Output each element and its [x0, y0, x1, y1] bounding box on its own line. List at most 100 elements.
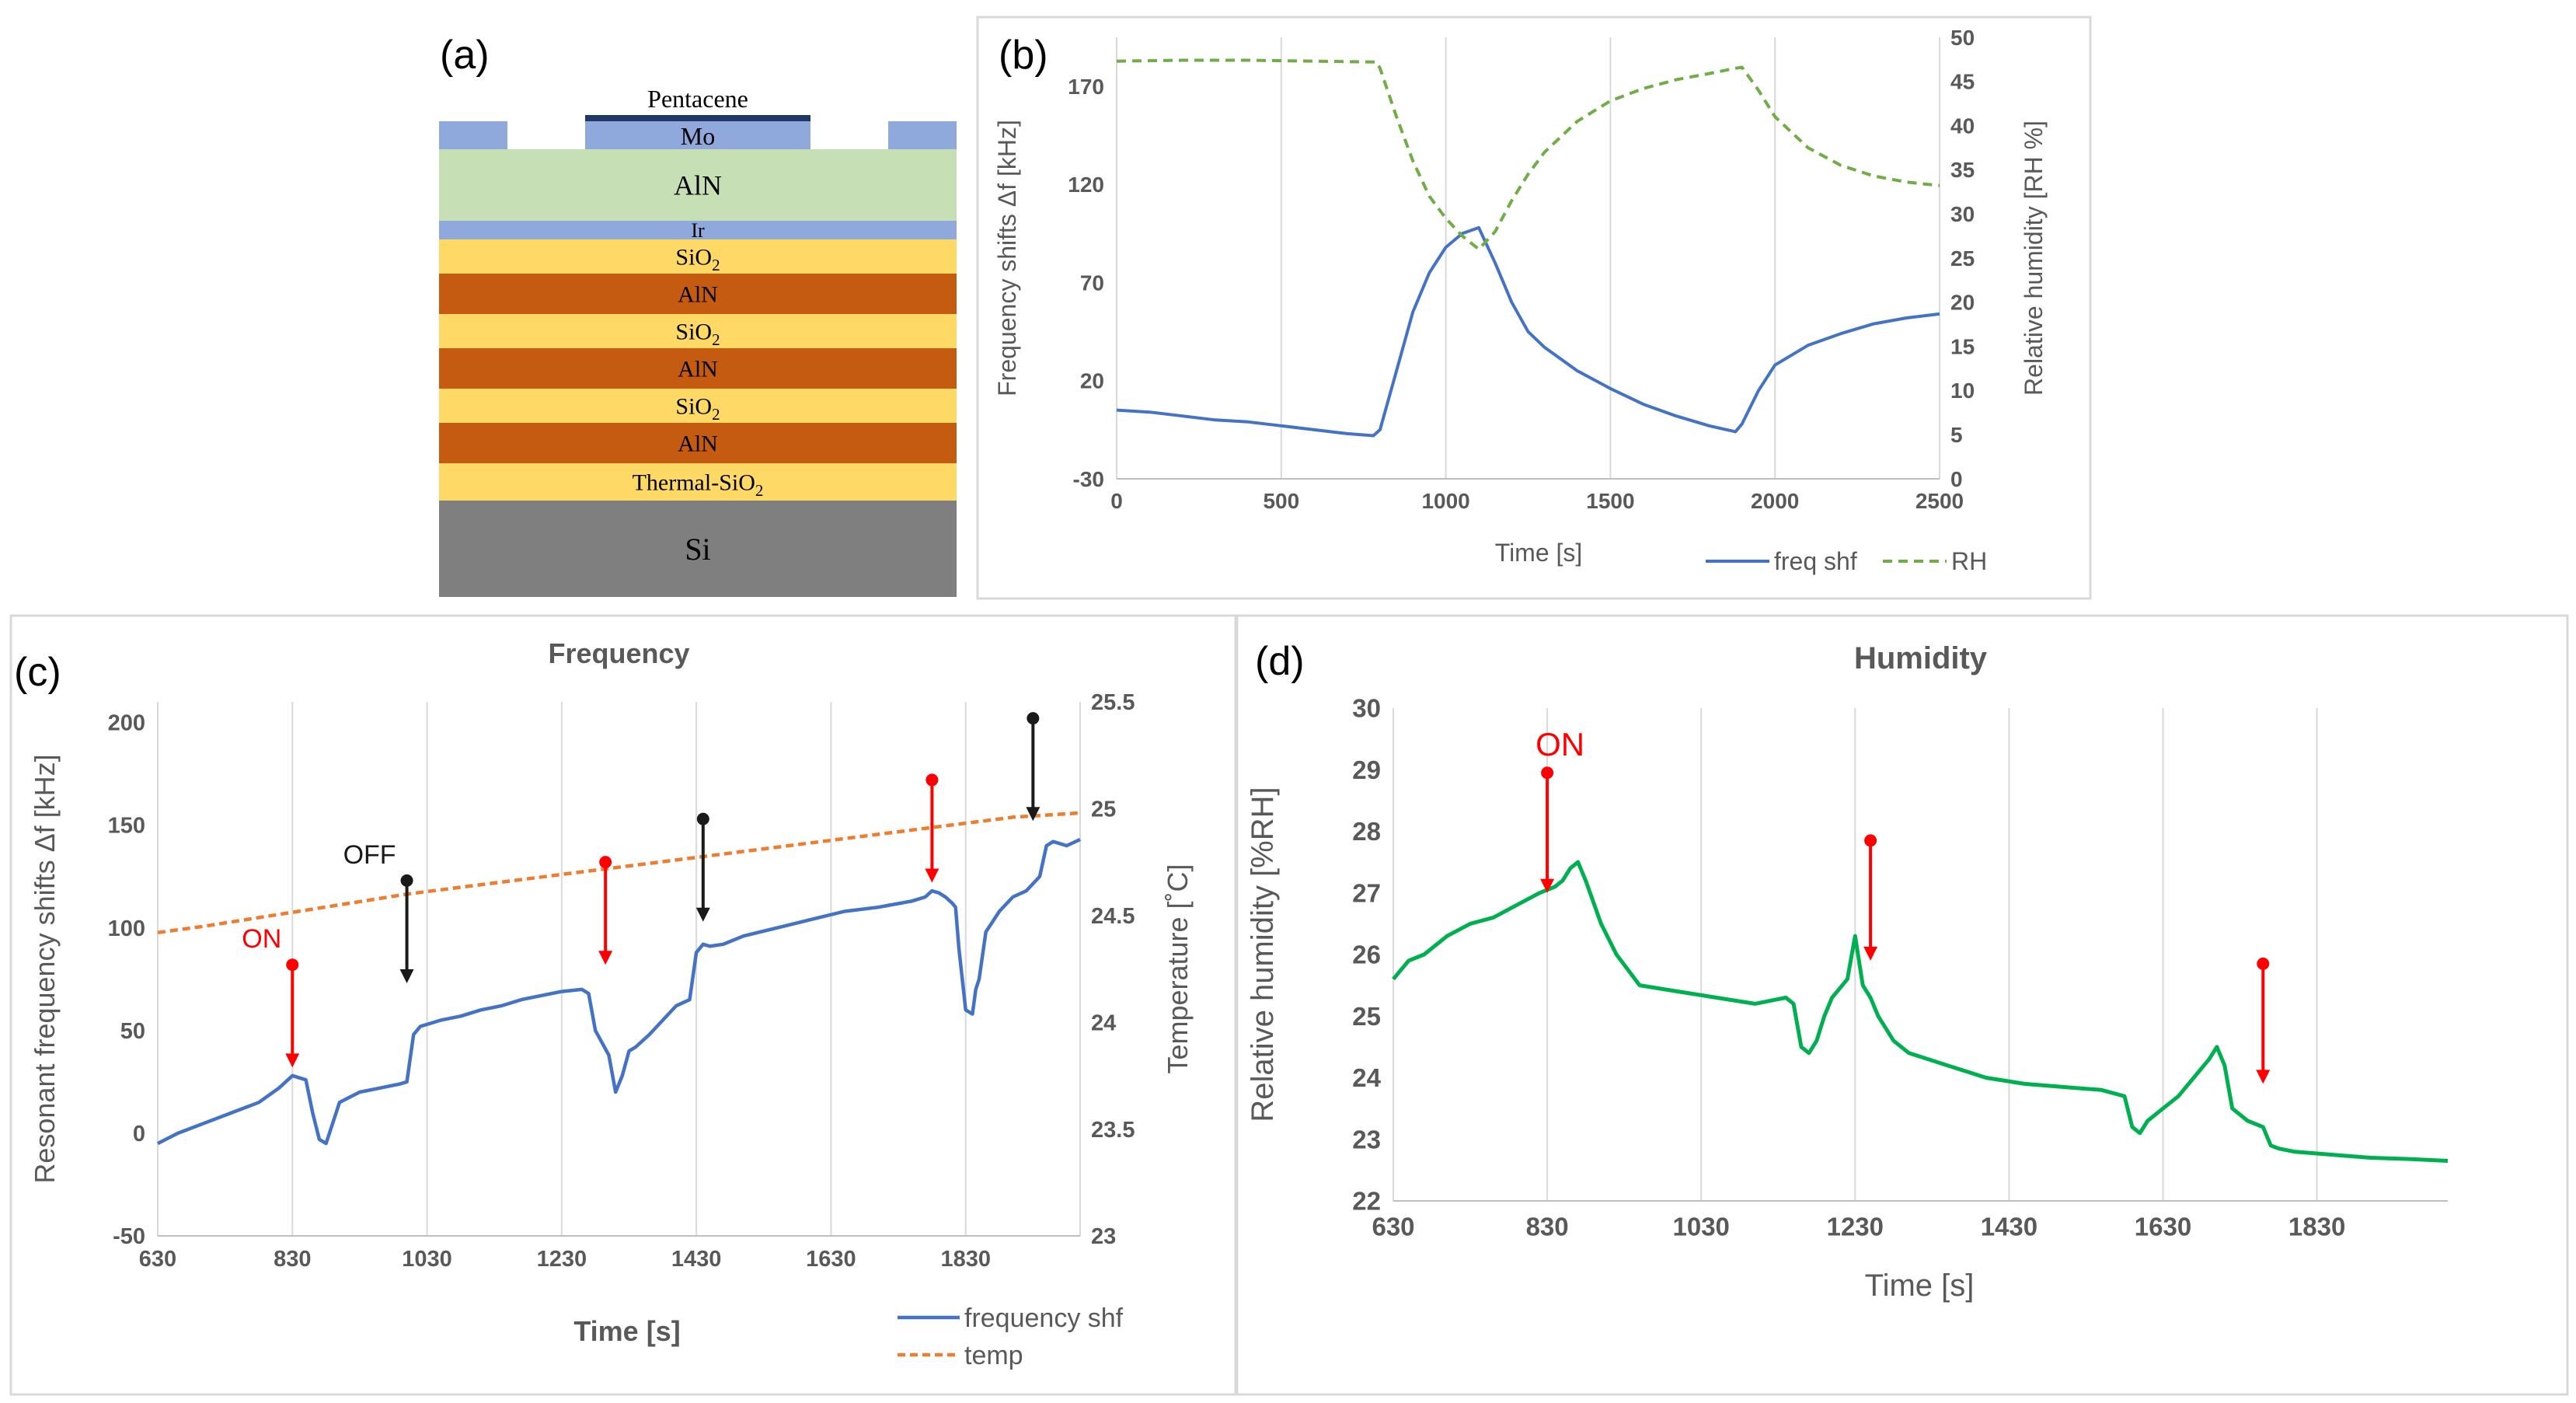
- panel-label-a: (a): [440, 33, 490, 78]
- chart-title: Humidity: [1854, 641, 1988, 675]
- layer-rect: [439, 501, 957, 597]
- x-tick-label: 2500: [1915, 489, 1964, 513]
- annotation-dot: [1027, 712, 1040, 725]
- x-tick-label: 500: [1263, 489, 1299, 513]
- annotation-arrowhead: [1026, 807, 1041, 822]
- y2-tick-label: 30: [1950, 202, 1975, 226]
- layer-label: AlN: [678, 357, 718, 382]
- annotation-dot: [696, 812, 709, 825]
- y-tick-label: -30: [1073, 467, 1104, 491]
- y2-axis-label: Temperature [˚C]: [1162, 864, 1194, 1073]
- panel-c-frame: [9, 614, 1237, 1396]
- layer-label: Ir: [691, 219, 705, 242]
- y2-tick-label: 50: [1950, 26, 1975, 50]
- panel-b-frame: [976, 16, 2092, 600]
- annotation-dot: [925, 773, 939, 787]
- x-tick-label: 1000: [1421, 489, 1469, 513]
- y-tick-label: 23: [1352, 1125, 1381, 1153]
- y-tick-label: 120: [1068, 173, 1104, 197]
- y2-axis-label: Relative humidity [RH %]: [2020, 120, 2048, 396]
- layer-stack-diagram: Pentacene Mo AlN Ir SiO2 AlN SiO2 AlN SiO2 AlN T…: [439, 85, 957, 597]
- y2-tick-label: 23: [1091, 1224, 1116, 1249]
- panel-label-d: (d): [1255, 639, 1305, 684]
- x-tick-label: 2000: [1751, 489, 1799, 513]
- annotation-dot: [1541, 766, 1554, 780]
- y2-tick-label: 24.5: [1091, 904, 1135, 929]
- x-tick-label: 1230: [1827, 1213, 1884, 1241]
- layer-rect: [439, 314, 957, 348]
- y-tick-label: 50: [120, 1019, 145, 1044]
- legend-label: freq shf: [1774, 547, 1857, 575]
- y-tick-label: 200: [108, 711, 145, 736]
- layer-label: SiO2: [675, 319, 720, 350]
- mo-electrode-center: [585, 118, 810, 149]
- y-tick-label: 25: [1352, 1002, 1381, 1031]
- mo-label: Mo: [681, 122, 715, 150]
- y-axis-label: Relative humidity [%RH]: [1246, 787, 1280, 1122]
- x-tick-label: 1030: [1672, 1213, 1729, 1241]
- annotation-dot: [400, 874, 413, 887]
- annotation-arrowhead: [695, 907, 710, 922]
- x-axis-label: Time [s]: [1865, 1269, 1975, 1303]
- annotation-label: ON: [1535, 726, 1584, 763]
- legend-label: frequency shf: [964, 1304, 1124, 1333]
- y2-tick-label: 24: [1091, 1010, 1116, 1035]
- pentacene-layer: [585, 115, 810, 121]
- y2-tick-label: 10: [1950, 379, 1975, 403]
- layer-rect: [439, 348, 957, 389]
- x-tick-label: 1630: [2135, 1213, 2191, 1241]
- panel-d-frame: [1236, 614, 2569, 1396]
- y2-tick-label: 45: [1950, 70, 1975, 94]
- panel-label-c: (c): [14, 650, 61, 695]
- y2-tick-label: 25.5: [1091, 690, 1135, 715]
- y2-tick-label: 15: [1950, 334, 1975, 358]
- annotation-arrowhead: [925, 868, 939, 883]
- annotation-arrowhead: [2256, 1070, 2271, 1084]
- chart-title: Frequency: [548, 637, 689, 669]
- y-tick-label: 0: [133, 1122, 145, 1146]
- layer-label: SiO2: [675, 394, 720, 424]
- y2-tick-label: 35: [1950, 158, 1975, 182]
- y-tick-label: 20: [1080, 369, 1104, 393]
- layer-rect: [439, 239, 957, 274]
- x-tick-label: 1830: [2288, 1213, 2345, 1241]
- layer-label: Thermal-SiO2: [633, 470, 764, 501]
- y-axis-label: Frequency shifts Δf [kHz]: [993, 120, 1021, 396]
- y-tick-label: 28: [1352, 817, 1381, 846]
- pentacene-label: Pentacene: [647, 85, 748, 113]
- annotation-dot: [286, 958, 299, 972]
- x-tick-label: 630: [139, 1247, 176, 1272]
- y2-tick-label: 20: [1950, 291, 1975, 315]
- x-tick-label: 1430: [1981, 1213, 2037, 1241]
- layer-rect: [439, 149, 957, 221]
- x-tick-label: 1830: [940, 1247, 991, 1272]
- y2-tick-label: 23.5: [1091, 1118, 1135, 1143]
- annotation-arrowhead: [399, 968, 414, 983]
- x-tick-label: 1500: [1586, 489, 1634, 513]
- series-line: [157, 811, 1081, 935]
- annotation-dot: [2257, 957, 2270, 970]
- x-tick-label: 830: [274, 1247, 311, 1272]
- layer-label: AlN: [674, 170, 722, 201]
- panel-label-b: (b): [999, 33, 1048, 78]
- series-line: [1116, 225, 1940, 438]
- chart-b: 0 500 1000 1500 2000 25001701207020-305045403…: [993, 26, 2048, 575]
- y2-tick-label: 0: [1950, 467, 1963, 491]
- y-tick-label: 29: [1352, 756, 1381, 784]
- y-tick-label: 24: [1352, 1063, 1381, 1092]
- y-tick-label: 100: [108, 916, 145, 941]
- annotation-arrowhead: [1863, 946, 1878, 961]
- annotation-arrowhead: [1540, 878, 1555, 893]
- y-tick-label: 22: [1352, 1187, 1381, 1216]
- annotation-dot: [1864, 834, 1877, 847]
- y2-tick-label: 25: [1091, 797, 1116, 822]
- x-tick-label: 1030: [402, 1247, 452, 1272]
- annotation-arrowhead: [285, 1053, 300, 1068]
- y-tick-label: 170: [1068, 75, 1104, 99]
- y2-tick-label: 25: [1950, 246, 1975, 270]
- layer-label: AlN: [678, 282, 718, 308]
- y-axis-label: Resonant frequency shifts Δf [kHz]: [29, 754, 61, 1183]
- y2-tick-label: 5: [1950, 423, 1963, 447]
- x-tick-label: 830: [1526, 1213, 1569, 1241]
